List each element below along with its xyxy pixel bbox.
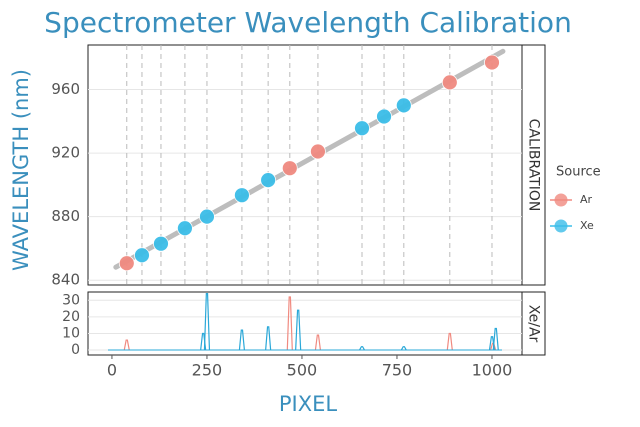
peak: [492, 327, 499, 351]
strip: [521, 44, 546, 286]
point: [260, 172, 277, 188]
peak: [314, 334, 322, 351]
panel: [87, 291, 523, 356]
strip: [521, 291, 546, 356]
point: [177, 220, 193, 237]
point: [484, 54, 500, 71]
peak: [358, 346, 366, 351]
point: [281, 160, 298, 177]
point: [134, 247, 150, 264]
legend-title: Source: [556, 165, 601, 180]
x-tick-label: 1000: [472, 361, 513, 380]
x-tick-label: 250: [192, 361, 223, 380]
y-tick-label: 960: [51, 80, 80, 98]
strip-label: CALIBRATION: [526, 119, 542, 212]
point: [199, 208, 215, 225]
peak: [286, 296, 293, 351]
y-tick-label: 20: [62, 309, 80, 325]
legend-marker: [554, 193, 568, 207]
peak: [123, 339, 130, 351]
y-tick-label: 30: [62, 292, 80, 308]
point: [234, 187, 250, 204]
y-tick-label: 920: [51, 144, 80, 162]
y-tick-label: 10: [62, 325, 80, 341]
peak: [295, 309, 302, 351]
peak: [238, 329, 246, 351]
strip-label: Xe/Ar: [526, 305, 542, 343]
point: [118, 255, 135, 272]
y-tick-label: 0: [71, 342, 80, 358]
point: [354, 120, 370, 137]
peak: [400, 346, 407, 351]
y-tick-label: 880: [51, 207, 80, 225]
legend-marker: [554, 219, 568, 233]
point: [376, 108, 392, 125]
point: [441, 74, 458, 91]
point: [395, 97, 412, 114]
point: [310, 143, 326, 160]
y-tick-label: 840: [51, 271, 80, 289]
legend-label: Ar: [580, 193, 593, 206]
x-tick-label: 500: [287, 361, 318, 380]
legend-label: Xe: [580, 219, 594, 232]
point: [153, 235, 169, 252]
peak: [265, 326, 272, 351]
x-axis-title: PIXEL: [279, 392, 338, 416]
x-tick-label: 0: [107, 361, 117, 380]
peak: [203, 293, 211, 351]
x-tick-label: 750: [382, 361, 413, 380]
y-axis-title: WAVELENGTH (nm): [9, 69, 33, 271]
chart-title: Spectrometer Wavelength Calibration: [44, 6, 572, 39]
peak: [446, 332, 453, 351]
